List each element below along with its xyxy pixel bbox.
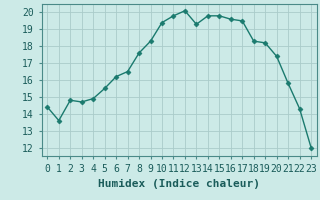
X-axis label: Humidex (Indice chaleur): Humidex (Indice chaleur) <box>98 179 260 189</box>
